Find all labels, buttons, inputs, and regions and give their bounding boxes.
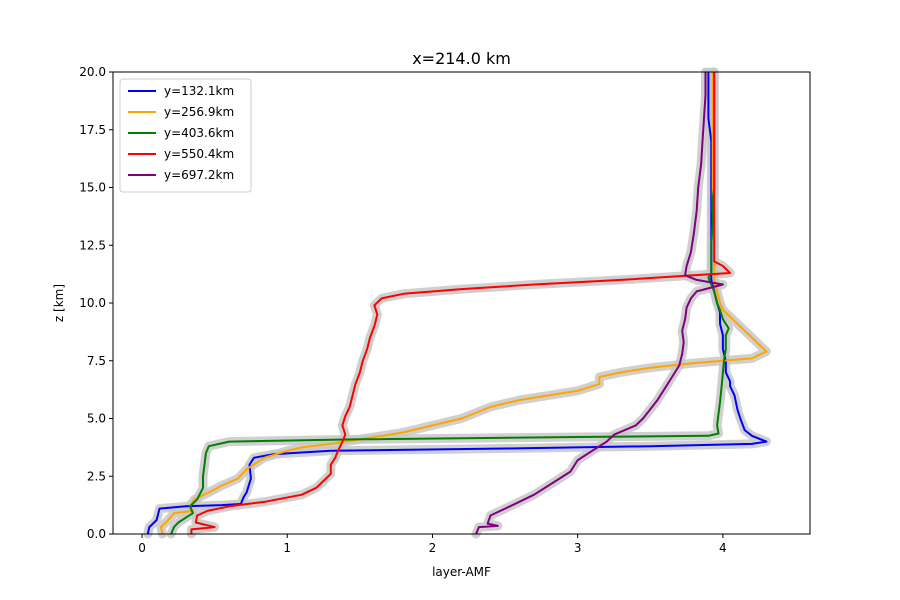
x-axis-ticks: 0 1 2 3 4: [138, 534, 727, 555]
legend-box: [119, 78, 252, 193]
y-tick-label: 20.0: [79, 65, 106, 79]
y-tick-label: 12.5: [79, 238, 106, 252]
y-tick-label: 0.0: [87, 527, 106, 541]
legend-label: y=697.2km: [164, 168, 234, 182]
x-tick-label: 4: [719, 541, 727, 555]
y-axis-ticks: 0.0 2.5 5.0 7.5 10.0 12.5 15.0 17.5 20.0: [79, 65, 113, 541]
y-tick-label: 7.5: [87, 354, 106, 368]
x-tick-label: 1: [283, 541, 291, 555]
series-line: [475, 72, 724, 535]
y-tick-label: 17.5: [79, 123, 106, 137]
legend: y=132.1km y=256.9km y=403.6km y=550.4km y=69…: [119, 78, 252, 193]
legend-label: y=132.1km: [164, 84, 234, 98]
x-axis-label: layer-AMF: [432, 565, 491, 579]
x-tick-label: 0: [138, 541, 146, 555]
uncertainty-band: [156, 67, 771, 539]
legend-label: y=403.6km: [164, 126, 234, 140]
legend-label: y=550.4km: [164, 147, 234, 161]
series-lines: [146, 72, 768, 535]
y-tick-label: 2.5: [87, 469, 106, 483]
y-tick-label: 10.0: [79, 296, 106, 310]
legend-label: y=256.9km: [164, 105, 234, 119]
x-tick-label: 3: [574, 541, 582, 555]
y-axis-label: z [km]: [52, 284, 66, 322]
y-tick-label: 15.0: [79, 181, 106, 195]
x-tick-label: 2: [429, 541, 437, 555]
series-line: [190, 72, 732, 534]
series-line: [170, 72, 730, 535]
chart-title: x=214.0 km: [412, 49, 511, 68]
uncertainty-band: [186, 67, 735, 539]
uncertainty-band: [471, 67, 728, 539]
y-tick-label: 5.0: [87, 412, 106, 426]
